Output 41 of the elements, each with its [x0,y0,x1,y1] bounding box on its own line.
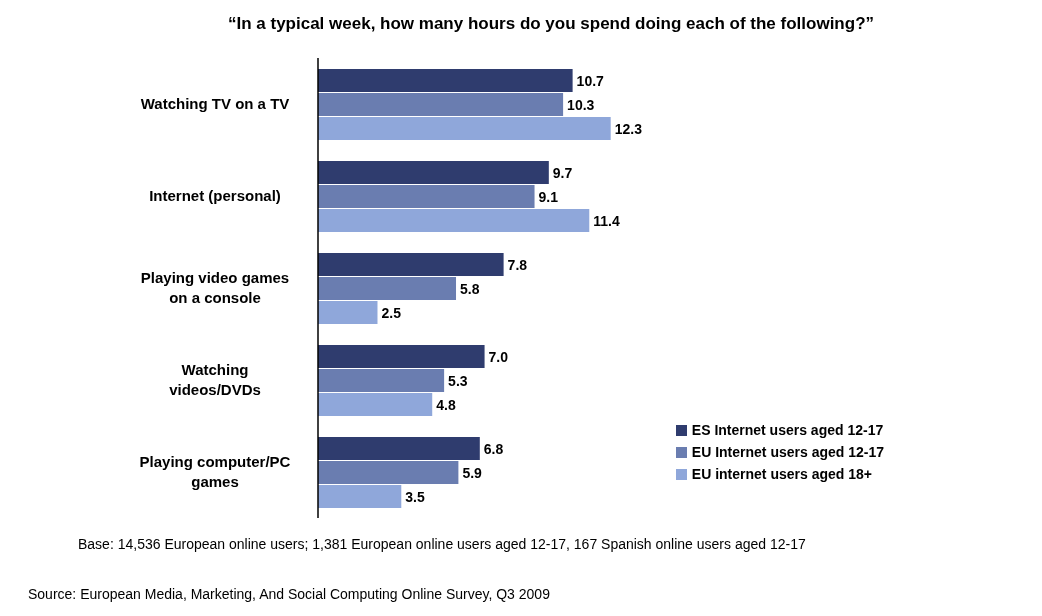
data-label: 5.3 [448,372,468,389]
bar [318,161,549,185]
data-label: 10.7 [576,72,605,89]
bar [318,277,457,301]
y-tick-label: Watching TV on a TV [140,95,290,112]
bar [318,117,611,141]
data-label: 4.8 [436,396,456,413]
data-label: 5.9 [462,464,483,481]
bar [318,93,564,117]
bar [318,209,590,233]
bar [318,369,445,393]
legend-label: EU Internet users aged 12-17 [691,444,884,460]
source-note: Source: European Media, Marketing, And Social Computing Online Survey, Q3 2009 [27,586,551,602]
bar [318,345,485,369]
data-label: 7.0 [488,348,509,365]
data-label: 12.3 [614,120,643,137]
data-label: 3.5 [405,488,425,505]
bar [318,485,402,509]
data-label: 5.8 [460,280,480,297]
y-tick-label: Playing video games on a console [140,269,290,306]
legend-label: ES Internet users aged 12-17 [691,422,884,438]
bar [318,437,480,461]
data-label: 7.8 [507,256,528,273]
legend-label: EU internet users aged 18+ [691,466,872,482]
y-tick-label: Internet (personal) [149,187,281,204]
bar [318,461,459,485]
data-label: 2.5 [381,304,402,321]
bar [318,185,535,209]
text: Base: 14,536 European online users; 1,381 European online users aged 12-17, 167 Spanish online users aged 12-17 [77,536,807,552]
bar [318,69,573,93]
bar [318,253,504,277]
data-label: 9.1 [538,188,559,205]
y-tick-label: Playing computer/PC games [139,453,291,490]
data-label: 9.7 [552,164,573,181]
data-label: 6.8 [483,440,504,457]
y-tick-label: Watching videos/DVDs [169,361,261,398]
bar [318,301,378,325]
bar [318,393,433,417]
data-label: 11.4 [593,212,620,229]
chart-title: “In a typical week, how many hours do you spend doing each of the following?” [226,13,876,35]
data-label: 10.3 [567,96,595,113]
